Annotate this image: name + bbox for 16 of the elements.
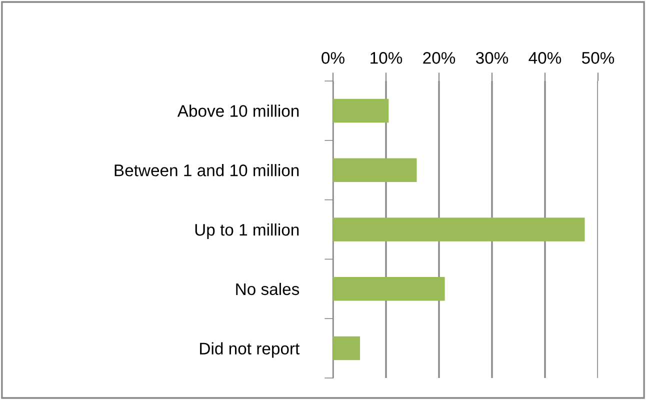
- y-tick-label: Up to 1 million: [195, 223, 299, 239]
- x-tick-label: 20%: [423, 52, 456, 64]
- bar: [333, 98, 389, 123]
- bar: [333, 218, 585, 242]
- x-tick-label: 10%: [370, 52, 402, 64]
- y-tick-label: Did not report: [200, 342, 300, 358]
- x-tick-label: 30%: [476, 52, 508, 64]
- bar: [333, 277, 445, 301]
- x-tick-label: 40%: [528, 52, 562, 64]
- bar: [333, 336, 360, 360]
- x-tick-label: 50%: [582, 52, 614, 64]
- x-tick-label: 0%: [322, 52, 344, 64]
- bar: [333, 158, 417, 182]
- y-tick-label: Between 1 and 10 million: [114, 164, 299, 176]
- y-tick-label: Above 10 million: [177, 104, 299, 117]
- y-tick-label: No sales: [236, 282, 300, 296]
